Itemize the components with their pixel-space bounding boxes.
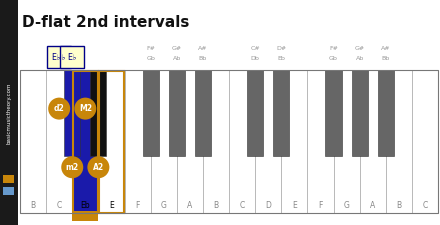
Bar [72,70,99,213]
Text: d2: d2 [54,104,65,113]
Bar [64,70,81,156]
Text: Gb: Gb [146,56,155,61]
Bar [169,70,185,156]
Circle shape [88,156,110,178]
Bar [352,70,368,156]
Text: D#: D# [276,45,286,50]
Text: G: G [344,202,349,211]
Bar [326,70,341,156]
Text: G#: G# [172,45,182,50]
Bar [99,70,124,212]
Text: Bb: Bb [381,56,390,61]
Text: B: B [396,202,401,211]
Text: Bb: Bb [199,56,207,61]
Text: Eb: Eb [81,202,90,211]
Text: C: C [57,202,62,211]
Text: F#: F# [146,45,155,50]
Bar [177,70,203,213]
Text: E♭: E♭ [67,52,77,61]
Text: Gb: Gb [329,56,338,61]
Bar [20,70,438,213]
Text: F#: F# [329,45,338,50]
Bar [60,46,84,68]
Text: G#: G# [355,45,365,50]
Text: A#: A# [381,45,391,50]
Bar [359,70,386,213]
Text: m2: m2 [66,163,79,172]
Circle shape [74,98,96,120]
Text: G: G [161,202,167,211]
Bar [143,70,159,156]
Text: Ab: Ab [172,56,181,61]
Bar [150,70,177,213]
Bar [90,70,106,156]
Bar [3,187,14,195]
Bar [334,70,359,213]
Bar [125,70,150,213]
Text: C: C [422,202,428,211]
Text: A2: A2 [93,163,104,172]
Text: F: F [318,202,323,211]
Bar [99,70,125,213]
Text: A#: A# [198,45,208,50]
Bar [3,175,14,183]
Bar [229,70,255,213]
Bar [20,70,46,213]
Text: A: A [187,202,192,211]
Text: E: E [109,202,114,211]
Text: F: F [136,202,140,211]
Bar [73,70,98,212]
Bar [72,211,99,221]
Bar [281,70,308,213]
Text: Ab: Ab [356,56,364,61]
Bar [247,70,263,156]
Text: E♭♭: E♭♭ [51,52,67,61]
Bar [47,46,71,68]
Bar [273,70,290,156]
Text: B: B [30,202,36,211]
Text: M2: M2 [79,104,92,113]
Text: B: B [213,202,219,211]
Bar [378,70,394,156]
Text: C#: C# [250,45,260,50]
Bar [0,0,18,225]
Bar [46,70,72,213]
Circle shape [48,98,70,120]
Text: Db: Db [251,56,260,61]
Text: basicmusictheory.com: basicmusictheory.com [7,82,11,144]
Bar [203,70,229,213]
Circle shape [61,156,83,178]
Text: E: E [292,202,297,211]
Text: A: A [370,202,375,211]
Bar [255,70,281,213]
Bar [308,70,334,213]
Text: C: C [239,202,245,211]
Text: Eb: Eb [277,56,285,61]
Bar [386,70,412,213]
Text: D-flat 2nd intervals: D-flat 2nd intervals [22,15,189,30]
Bar [412,70,438,213]
Text: D: D [265,202,271,211]
Bar [195,70,211,156]
